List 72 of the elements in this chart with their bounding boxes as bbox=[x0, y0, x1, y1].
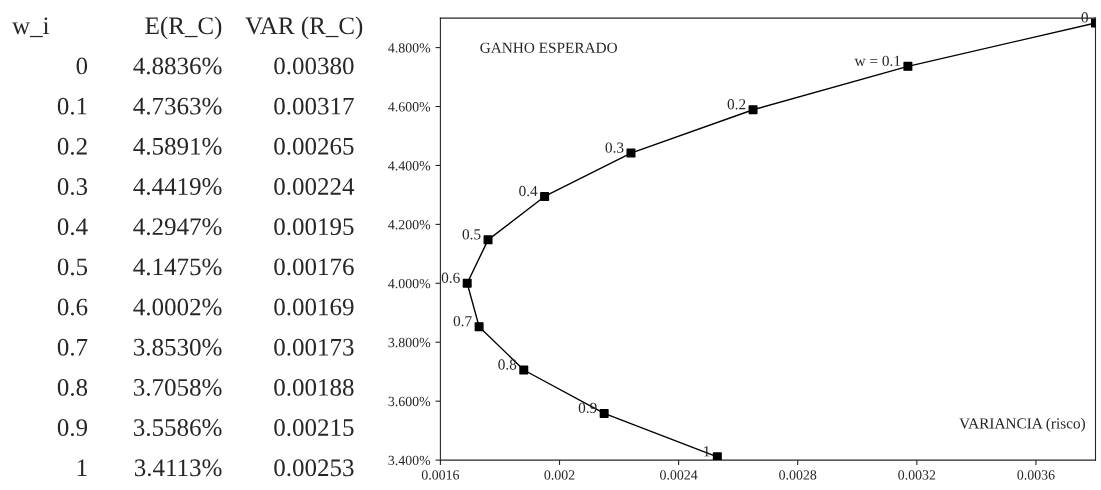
point bbox=[483, 235, 493, 245]
point bbox=[748, 105, 758, 115]
text: 0.00253 bbox=[274, 459, 354, 477]
text: 0 bbox=[76, 57, 88, 75]
text: 0.6 bbox=[57, 298, 88, 316]
text: 4.5891% bbox=[133, 137, 222, 155]
y-tick-label: 3.800% bbox=[388, 337, 431, 348]
text: 0.1 bbox=[57, 97, 87, 115]
text: 3.4113% bbox=[134, 459, 222, 477]
y-tick-label: 4.800% bbox=[388, 43, 431, 53]
annotation: 0.4 bbox=[519, 185, 538, 197]
x-axis-title: VARIANCIA (risco) bbox=[959, 417, 1085, 432]
text: 3.7058% bbox=[134, 378, 222, 396]
point bbox=[462, 278, 472, 288]
text: 4.7363% bbox=[133, 97, 222, 115]
point bbox=[474, 322, 484, 332]
annotation: 0.3 bbox=[605, 142, 624, 153]
point bbox=[540, 191, 550, 201]
text: 0.00380 bbox=[274, 57, 354, 75]
text: 0.00215 bbox=[274, 419, 354, 437]
x-tick-label: 0.002 bbox=[544, 470, 575, 480]
x-tick-label: 0.0024 bbox=[660, 470, 698, 480]
text: 0.00265 bbox=[274, 137, 354, 155]
annotation: 0.5 bbox=[462, 229, 481, 240]
text: 4.4419% bbox=[133, 178, 222, 196]
text: 0.00188 bbox=[274, 378, 354, 396]
point bbox=[599, 408, 609, 418]
y-tick-label: 3.600% bbox=[388, 396, 431, 407]
text: 4.1475% bbox=[133, 258, 222, 276]
text: 0.00169 bbox=[274, 298, 354, 316]
annotation: 0.2 bbox=[727, 99, 746, 110]
text: 4.8836% bbox=[133, 57, 222, 75]
text: 0.5 bbox=[57, 258, 88, 276]
annotation: w = 0.1 bbox=[854, 55, 901, 67]
y-axis-title: GANHO ESPERADO bbox=[480, 42, 618, 53]
y-tick-label: 3.400% bbox=[388, 455, 431, 466]
text: 4.2947% bbox=[133, 218, 222, 236]
y-tick-label: 4.000% bbox=[388, 278, 431, 289]
text: 0.2 bbox=[57, 137, 87, 155]
text: 3.8530% bbox=[134, 338, 222, 356]
text: 0.00195 bbox=[274, 218, 354, 236]
x-tick-label: 0.0016 bbox=[421, 470, 460, 480]
x-tick-label: 0.0036 bbox=[1017, 470, 1055, 480]
text: 0.3 bbox=[57, 178, 88, 196]
annotation: 0.8 bbox=[498, 359, 517, 370]
annotation: 0.6 bbox=[441, 272, 460, 283]
text: 0.00317 bbox=[274, 97, 354, 115]
x-tick-label: 0.0032 bbox=[898, 470, 936, 480]
text: 0.4 bbox=[57, 218, 88, 236]
point bbox=[903, 61, 913, 71]
point bbox=[519, 365, 529, 375]
text: 0.7 bbox=[57, 338, 88, 356]
text: 3.5586% bbox=[134, 419, 222, 437]
text: 0.9 bbox=[57, 419, 88, 437]
text: VAR (R_C) bbox=[245, 16, 363, 40]
y-tick-label: 4.600% bbox=[388, 102, 431, 112]
x-tick-label: 0.0028 bbox=[779, 470, 817, 480]
annotation: 0.7 bbox=[453, 315, 472, 327]
annotation: 0.9 bbox=[578, 402, 597, 414]
annotation: 1 bbox=[704, 446, 710, 457]
text: 1 bbox=[77, 459, 87, 476]
y-tick-label: 4.200% bbox=[388, 219, 431, 230]
text: 0.00224 bbox=[274, 178, 355, 196]
text: E(R_C) bbox=[145, 16, 222, 40]
text: 0.00176 bbox=[274, 258, 354, 276]
text: 0.8 bbox=[57, 378, 88, 396]
y-tick-label: 4.400% bbox=[388, 161, 431, 171]
text: w_i bbox=[12, 17, 50, 38]
text: 0.00173 bbox=[274, 338, 354, 356]
text: 4.0002% bbox=[133, 298, 222, 316]
point bbox=[712, 452, 722, 461]
point bbox=[626, 148, 636, 158]
